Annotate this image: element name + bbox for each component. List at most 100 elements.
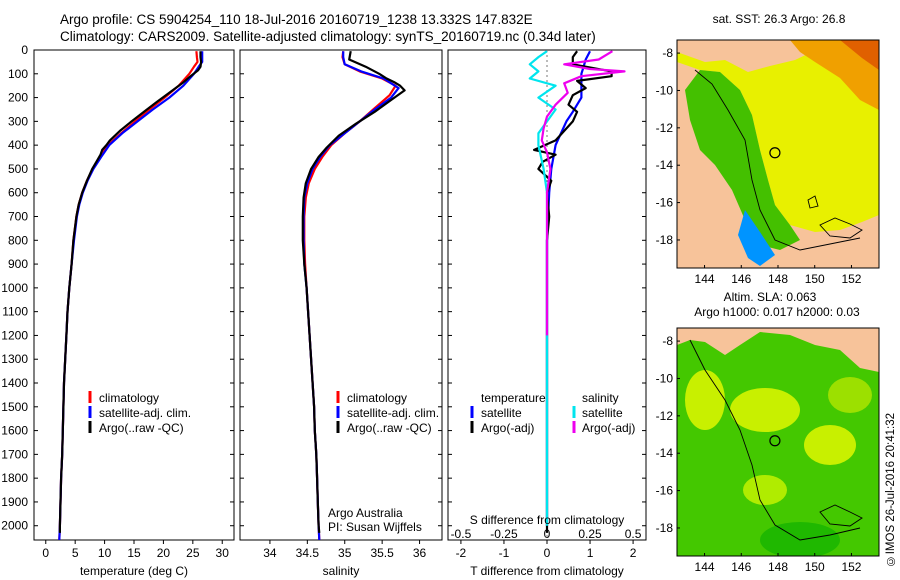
float-owner-line: Argo Australia: [328, 506, 403, 520]
depth-tick-label: 300: [8, 114, 28, 128]
sea-area: [677, 40, 879, 232]
depth-tick-label: 2000: [1, 519, 28, 533]
x-tick-label: 35: [338, 546, 352, 560]
difference-legend: temperature satellite Argo(-adj) salinit…: [470, 391, 635, 435]
land-area: [677, 328, 879, 372]
depth-tick-label: 1400: [1, 376, 28, 390]
temperature-xlabel: temperature (deg C): [80, 564, 188, 578]
lon-tick-label: 148: [768, 272, 788, 286]
x-tick-label: 0: [42, 546, 49, 560]
sst-map: [677, 40, 879, 268]
depth-tick-label: 500: [8, 162, 28, 176]
salinity-xlabel: salinity: [323, 564, 360, 578]
legend-label: Argo(-adj): [582, 421, 635, 435]
hot-patch: [840, 40, 879, 70]
x-tick-label: 34: [263, 546, 277, 560]
header-line-1: Argo profile: CS 5904254_110 18-Jul-2016…: [60, 12, 533, 27]
float-pi-line: PI: Susan Wijffels: [328, 520, 422, 534]
depth-tick-label: 1900: [1, 495, 28, 509]
legend-label: satellite-adj. clim.: [347, 406, 439, 420]
temperature-plot: [58, 51, 204, 540]
lon-tick-label: 150: [805, 560, 825, 574]
salinity-plot: [301, 51, 406, 540]
lat-tick-label: -10: [656, 371, 674, 385]
depth-tick-label: 1100: [2, 305, 28, 319]
series-argo: [301, 51, 406, 534]
x-tick-label: 20: [157, 546, 171, 560]
legend-heading-s: salinity: [582, 391, 619, 405]
x-tick-label: 5: [72, 546, 79, 560]
lat-tick-label: -14: [656, 446, 674, 460]
header-line-2: Climatology: CARS2009. Satellite-adjuste…: [60, 29, 596, 44]
x-tick-label: 36: [413, 546, 427, 560]
lat-tick-label: -18: [656, 233, 674, 247]
depth-tick-label: 200: [8, 91, 28, 105]
sla-map-title: Altim. SLA: 0.063: [724, 290, 817, 304]
lon-tick-label: 152: [841, 560, 861, 574]
argo-location-marker: [769, 435, 781, 447]
difference-plot: [528, 50, 626, 540]
depth-tick-label: 600: [8, 186, 28, 200]
x-tick-label: 10: [98, 546, 112, 560]
lat-tick-label: -16: [656, 196, 674, 210]
low-sla-patch: [760, 522, 840, 556]
x-tick-label: 1: [587, 546, 594, 560]
temperature-legend: climatology satellite-adj. clim. Argo(..…: [88, 391, 191, 435]
legend-label: satellite: [481, 406, 522, 420]
lon-tick-label: 150: [805, 272, 825, 286]
depth-tick-label: 400: [8, 138, 28, 152]
x-tick-label: 2: [630, 546, 637, 560]
s-tick-label: 0.5: [625, 527, 642, 541]
series-s-argo: [540, 50, 626, 336]
s-tick-label: -0.25: [490, 527, 518, 541]
depth-tick-label: 900: [8, 257, 28, 271]
salinity-legend: climatology satellite-adj. clim. Argo(..…: [328, 391, 439, 534]
x-tick-label: 30: [216, 546, 230, 560]
lon-tick-label: 146: [731, 560, 751, 574]
legend-label: climatology: [99, 391, 159, 405]
x-axes: 0 5 10 15 20 25 30 34 34.5 35 35.5 36 -2 -1 0 1 2 -0.5 -0.…: [42, 527, 641, 560]
high-sla-patch: [804, 425, 856, 465]
sla-map-subtitle: Argo h1000: 0.017 h2000: 0.03: [694, 305, 860, 319]
x-tick-label: -1: [499, 546, 510, 560]
cold-patch: [738, 210, 775, 266]
contour-line: [694, 69, 861, 251]
depth-tick-label: 1600: [1, 424, 28, 438]
sst-map-title: sat. SST: 26.3 Argo: 26.8: [713, 12, 846, 26]
depth-tick-label: 1500: [1, 400, 28, 414]
depth-tick-label: 1300: [1, 352, 28, 366]
s-tick-label: 0.25: [578, 527, 602, 541]
lon-tick-label: 146: [731, 272, 751, 286]
high-sla-patch: [730, 388, 800, 432]
warm-patch: [790, 40, 879, 110]
reef-outline: [807, 195, 819, 209]
series-argo: [58, 51, 203, 533]
lat-tick-label: -12: [656, 121, 674, 135]
x-tick-label: 35.5: [370, 546, 394, 560]
depth-axis: 0 100 200 300 400 500 600 700 800 900 1000 1100 1200…: [1, 43, 646, 533]
shelf-warm-area: [685, 70, 800, 250]
x-tick-label: 0: [544, 546, 551, 560]
contour-line: [689, 339, 861, 541]
depth-tick-label: 700: [8, 210, 28, 224]
high-sla-patch: [685, 370, 725, 430]
s-tick-label: 0: [544, 527, 551, 541]
legend-label: climatology: [347, 391, 407, 405]
legend-label: Argo(-adj): [481, 421, 534, 435]
depth-tick-label: 1800: [1, 471, 28, 485]
legend-label: satellite-adj. clim.: [99, 406, 191, 420]
legend-label: satellite: [582, 406, 623, 420]
reef-outline: [819, 217, 863, 239]
high-sla-patch: [828, 377, 872, 413]
series-s-satellite: [528, 50, 557, 526]
lat-tick-label: -18: [656, 521, 674, 535]
lat-tick-label: -8: [662, 334, 673, 348]
lon-tick-label: 144: [695, 560, 715, 574]
sla-map-axes: -8 -10 -12 -14 -16 -18 144 146 148 150 152: [656, 334, 862, 574]
t-difference-xlabel: T difference from climatology: [470, 564, 624, 578]
high-sla-patch: [743, 475, 787, 505]
series-climatology: [303, 51, 397, 540]
legend-label: Argo(..raw -QC): [99, 421, 184, 435]
depth-tick-label: 0: [21, 43, 28, 57]
lon-tick-label: 144: [695, 272, 715, 286]
